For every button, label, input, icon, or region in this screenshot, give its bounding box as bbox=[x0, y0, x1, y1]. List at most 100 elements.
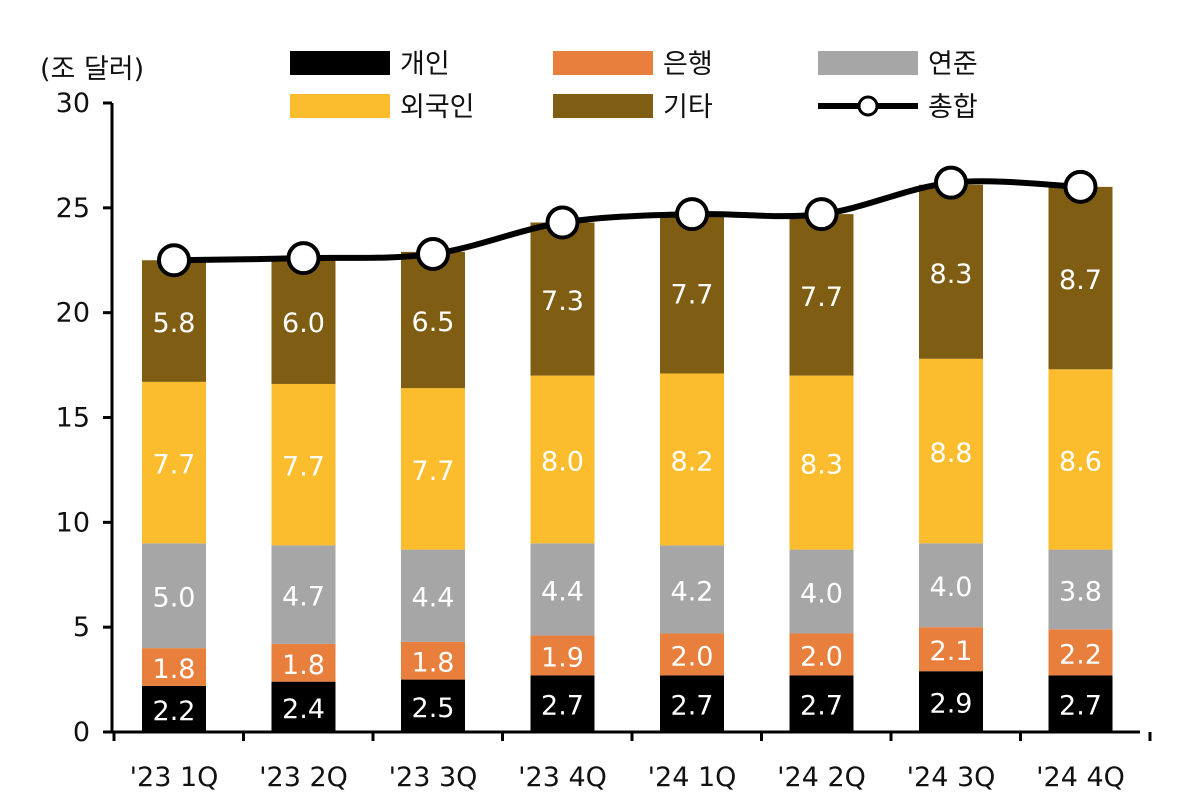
data-label: 7.7 bbox=[800, 282, 843, 313]
data-label: 1.9 bbox=[541, 642, 584, 673]
data-label: 8.3 bbox=[800, 450, 843, 481]
bar-segment bbox=[789, 549, 854, 634]
data-label: 8.0 bbox=[541, 446, 584, 477]
total-line-series bbox=[157, 165, 1098, 278]
bar-segment bbox=[401, 549, 465, 642]
legend-swatch bbox=[290, 94, 390, 118]
bar-segment bbox=[530, 375, 595, 544]
y-tick-label: 30 bbox=[56, 88, 90, 119]
data-label: 4.4 bbox=[412, 583, 455, 614]
bar-segment bbox=[401, 679, 465, 732]
bar-segment bbox=[142, 543, 206, 649]
bar-segment bbox=[789, 675, 854, 732]
x-tick-label: '23 1Q bbox=[130, 762, 219, 793]
y-axis: 0 5 10 15 20 25 30 bbox=[56, 88, 114, 748]
data-label: 2.5 bbox=[412, 693, 455, 724]
data-label: 2.4 bbox=[282, 694, 325, 725]
bar-segment bbox=[1048, 629, 1113, 676]
data-label: 3.8 bbox=[1059, 576, 1102, 607]
bar-segment bbox=[142, 685, 206, 732]
legend-label: 외국인 bbox=[400, 92, 475, 123]
data-label: 4.4 bbox=[541, 576, 584, 607]
data-label: 4.2 bbox=[671, 576, 714, 607]
y-axis-unit-label: (조 달러) bbox=[40, 54, 144, 85]
total-marker bbox=[157, 243, 191, 278]
y-tick-label: 25 bbox=[56, 193, 90, 224]
total-marker bbox=[286, 241, 321, 276]
legend-label: 연준 bbox=[928, 49, 978, 80]
data-label: 7.7 bbox=[671, 280, 714, 311]
y-tick-label: 15 bbox=[56, 403, 90, 434]
legend-label: 총합 bbox=[928, 92, 978, 123]
data-label: 5.8 bbox=[153, 308, 196, 339]
bar-segment bbox=[789, 375, 854, 550]
x-axis: '23 1Q '23 2Q '23 3Q '23 4Q '24 1Q '24 2Q '24 … bbox=[112, 730, 1152, 793]
bar-segment bbox=[401, 388, 465, 550]
data-label: 2.2 bbox=[1059, 639, 1102, 670]
x-tick-label: '23 4Q bbox=[518, 762, 607, 793]
bar-segment bbox=[789, 633, 854, 676]
total-marker bbox=[1063, 169, 1098, 204]
total-marker bbox=[675, 197, 709, 232]
x-tick-label: '24 3Q bbox=[907, 762, 996, 793]
data-label: 2.2 bbox=[153, 696, 196, 727]
legend-label: 은행 bbox=[663, 49, 713, 80]
data-label: 1.8 bbox=[412, 648, 455, 679]
data-label: 8.6 bbox=[1059, 446, 1102, 477]
data-label: 2.0 bbox=[671, 641, 714, 672]
bar-segment bbox=[142, 648, 206, 686]
bar-segment bbox=[271, 643, 336, 682]
bar-segment bbox=[919, 671, 983, 732]
bar-segment bbox=[660, 545, 724, 634]
legend-swatch bbox=[290, 51, 390, 75]
data-label: 8.8 bbox=[930, 438, 973, 469]
total-marker bbox=[934, 165, 968, 200]
y-tick-label: 0 bbox=[73, 717, 90, 748]
data-label: 1.8 bbox=[282, 650, 325, 681]
legend-label: 기타 bbox=[663, 92, 713, 123]
bar-segment bbox=[1048, 186, 1113, 370]
data-label: 7.3 bbox=[541, 286, 584, 317]
legend-swatch bbox=[553, 94, 653, 118]
x-tick-label: '23 3Q bbox=[389, 762, 478, 793]
bar-segment bbox=[530, 635, 595, 676]
bar-segment bbox=[1048, 549, 1113, 630]
bar-segment bbox=[660, 373, 724, 546]
data-label: 8.2 bbox=[671, 446, 714, 477]
y-tick-label: 10 bbox=[56, 507, 90, 538]
bar-segment bbox=[660, 633, 724, 676]
bar-segment bbox=[919, 627, 983, 672]
bar-segments bbox=[142, 184, 1113, 732]
bar-segment bbox=[142, 260, 206, 382]
data-label: 4.0 bbox=[930, 572, 973, 603]
data-label: 7.7 bbox=[412, 456, 455, 487]
data-label: 1.8 bbox=[153, 654, 196, 685]
bar-segment bbox=[271, 681, 336, 732]
data-label: 2.7 bbox=[671, 691, 714, 722]
data-label: 2.7 bbox=[1059, 691, 1102, 722]
bar-segment bbox=[1048, 369, 1113, 550]
bar-segment bbox=[660, 675, 724, 732]
data-label: 2.9 bbox=[930, 689, 973, 720]
data-label: 4.7 bbox=[282, 582, 325, 613]
legend-swatch bbox=[553, 51, 653, 75]
total-marker bbox=[804, 197, 839, 232]
data-label: 6.0 bbox=[282, 308, 325, 339]
x-tick-label: '24 2Q bbox=[777, 762, 866, 793]
bar-segment bbox=[142, 381, 206, 544]
bar-segment bbox=[271, 258, 336, 384]
legend-label: 개인 bbox=[400, 49, 450, 80]
bar-segment bbox=[789, 214, 854, 376]
data-label: 2.7 bbox=[800, 691, 843, 722]
bar-segment bbox=[530, 222, 595, 376]
y-tick-label: 5 bbox=[73, 612, 90, 643]
x-tick-label: '24 4Q bbox=[1036, 762, 1125, 793]
bar-segment bbox=[1048, 675, 1113, 732]
data-label: 2.1 bbox=[930, 636, 973, 667]
x-tick-label: '24 1Q bbox=[648, 762, 737, 793]
bar-segment bbox=[530, 543, 595, 636]
data-label: 6.5 bbox=[412, 307, 455, 338]
bar-segment bbox=[401, 641, 465, 680]
